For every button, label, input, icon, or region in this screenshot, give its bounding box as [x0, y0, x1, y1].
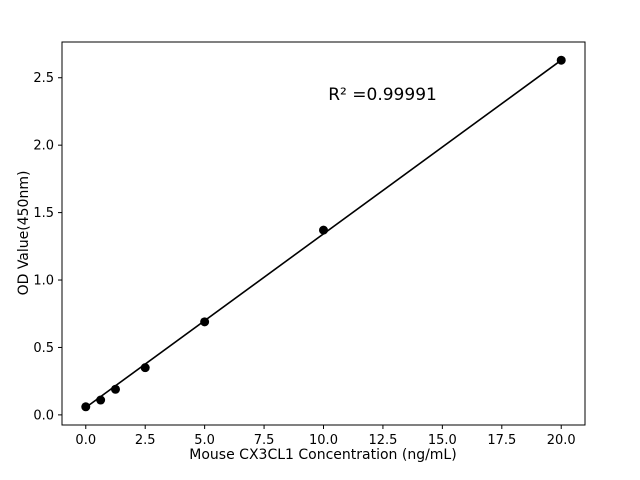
- data-point: [110, 384, 120, 394]
- y-tick-label: 2.0: [33, 139, 54, 154]
- x-tick-label: 5.0: [194, 433, 215, 448]
- x-tick-label: 12.5: [368, 433, 397, 448]
- y-tick-label: 1.0: [33, 274, 54, 289]
- data-point: [81, 402, 91, 412]
- data-point: [96, 395, 106, 405]
- y-tick-label: 0.5: [33, 341, 54, 356]
- x-tick-label: 17.5: [487, 433, 516, 448]
- data-point: [140, 363, 150, 373]
- data-point: [556, 55, 566, 65]
- y-tick-label: 1.5: [33, 206, 54, 221]
- x-tick-label: 15.0: [428, 433, 457, 448]
- y-tick-label: 2.5: [33, 71, 54, 86]
- x-tick-label: 10.0: [309, 433, 338, 448]
- x-axis-label: Mouse CX3CL1 Concentration (ng/mL): [189, 447, 457, 463]
- data-point: [200, 317, 210, 327]
- r-squared-annotation: R² =0.99991: [328, 85, 437, 106]
- x-tick-label: 20.0: [547, 433, 576, 448]
- x-tick-label: 2.5: [135, 433, 156, 448]
- data-point: [319, 225, 328, 235]
- x-tick-label: 7.5: [254, 433, 275, 448]
- y-axis-label: OD Value(450nm): [16, 170, 32, 296]
- x-tick-label: 0.0: [75, 433, 96, 448]
- y-tick-label: 0.0: [33, 408, 54, 423]
